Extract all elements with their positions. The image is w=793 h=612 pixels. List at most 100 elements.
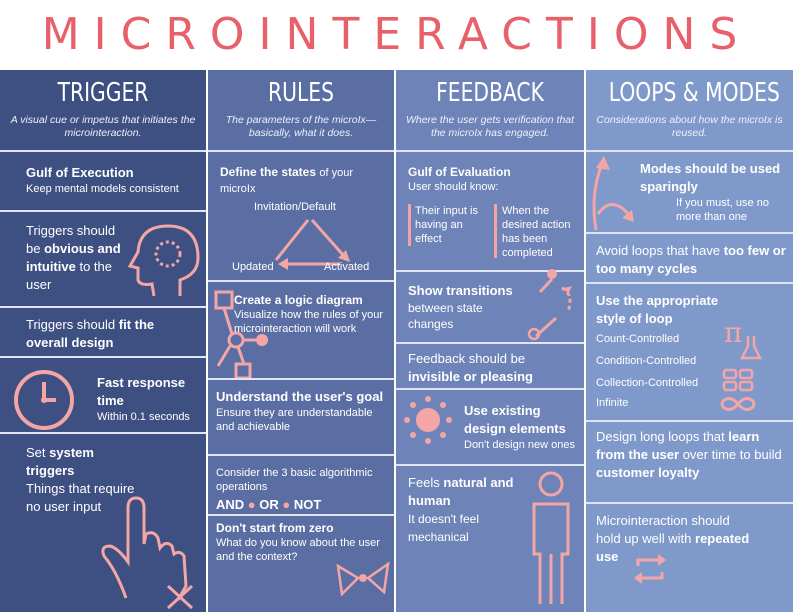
define-states-bold: Define the states xyxy=(220,165,317,179)
rules-subtitle: The parameters of the microIx— basically… xyxy=(225,114,377,139)
divider xyxy=(0,432,206,434)
bar-icon xyxy=(408,204,411,246)
dot-icon: ● xyxy=(282,497,291,512)
existing-title: Use existing design elements xyxy=(464,403,566,436)
gulf-execution-title: Gulf of Execution xyxy=(26,165,134,180)
repeat-icon xyxy=(634,554,666,584)
learn-bold-2: customer loyalty xyxy=(596,465,700,480)
repeated-bold: repeated use xyxy=(596,531,750,564)
trigger-subtitle: A visual cue or impetus that initiates t… xyxy=(10,114,196,139)
triggers-fit: Triggers should fit the overall design xyxy=(26,316,196,352)
obvious-bold: obvious and intuitive xyxy=(26,241,121,274)
style-of-loop: Use the appropriate style of loop xyxy=(596,293,719,326)
gulf-evaluation-title: Gulf of Evaluation xyxy=(408,165,511,179)
divider xyxy=(586,502,793,504)
divider xyxy=(0,306,206,308)
rules-column: RULES The parameters of the microIx— bas… xyxy=(208,70,394,612)
modes-text: If you must, use no more than one xyxy=(676,197,769,223)
repeated-use: Microinteraction should hold up well wit… xyxy=(596,512,756,566)
repeated-text: Microinteraction should hold up well wit… xyxy=(596,513,730,546)
avoid-text: Avoid loops that have xyxy=(596,243,721,258)
invisible-bold: invisible or pleasing xyxy=(408,369,533,384)
divider xyxy=(396,150,584,152)
system-description: Things that require no user input xyxy=(26,481,135,514)
existing-text: Don't design new ones xyxy=(464,439,575,451)
avoid-bold: too few or too many cycles xyxy=(596,243,786,276)
know-effect: Their input is having an effect xyxy=(415,205,478,245)
feedback-heading: FEEDBACK xyxy=(436,78,544,108)
head-icon xyxy=(127,224,200,297)
transitions-title: Show transitions xyxy=(408,283,513,298)
gulf-of-evaluation: Gulf of Evaluation User should know: xyxy=(408,164,578,194)
know-completed: When the desired action has been complet… xyxy=(502,205,571,259)
divider xyxy=(0,356,206,358)
natural-description: It doesn't feel mechanical xyxy=(408,512,480,544)
transitions-text: between state changes xyxy=(408,301,483,331)
bar-icon xyxy=(494,204,497,258)
transition-icon xyxy=(527,269,572,341)
loop-collection: Collection-Controlled xyxy=(596,377,699,389)
fast-response: Fast response time Within 0.1 seconds xyxy=(97,374,205,424)
divider xyxy=(586,150,793,152)
zero-title: Don't start from zero xyxy=(216,521,334,535)
pi-icon: π xyxy=(724,316,742,349)
modes-title: Modes should be used sparingly xyxy=(640,161,781,194)
invisible-text: Feedback should be xyxy=(408,351,526,366)
fast-response-title: Fast response time xyxy=(97,375,186,408)
loops-subtitle: Considerations about how the microIx is … xyxy=(596,114,783,139)
divider xyxy=(208,514,394,516)
loop-count: Count-Controlled xyxy=(596,333,680,345)
show-transitions: Show transitions between state changes xyxy=(408,282,520,332)
understand-goal-text: Ensure they are understandable and achie… xyxy=(216,407,373,433)
learn-from-user: Design long loops that learn from the us… xyxy=(596,428,788,482)
loops-heading: LOOPS & MODES xyxy=(608,78,780,108)
learn-text-2: over time to build xyxy=(682,447,782,462)
natural-human: Feels natural and human It doesn't feel … xyxy=(408,474,526,546)
existing-elements: Use existing design elements Don't desig… xyxy=(464,402,582,452)
logic-diagram-text: Visualize how the rules of your microint… xyxy=(234,309,383,335)
divider xyxy=(586,282,793,284)
feedback-subtitle: Where the user gets verification that th… xyxy=(405,114,575,139)
triggers-obvious: Triggers should be obvious and intuitive… xyxy=(26,222,126,294)
person-icon xyxy=(532,471,570,604)
state-activated: Activated xyxy=(324,261,370,273)
operations-row: AND ● OR ● NOT xyxy=(216,496,392,514)
system-bold: system triggers xyxy=(26,445,94,478)
loops-column: LOOPS & MODES Considerations about how t… xyxy=(586,70,793,612)
logic-diagram-title: Create a logic diagram xyxy=(234,293,363,307)
state-updated: Updated xyxy=(232,261,274,273)
divider xyxy=(208,378,394,380)
avoid-loops: Avoid loops that have too few or too man… xyxy=(596,242,786,278)
natural-bold: natural and human xyxy=(408,475,514,508)
logic-diagram: Create a logic diagram Visualize how the… xyxy=(234,292,392,336)
gulf-evaluation-text: User should know: xyxy=(408,181,499,193)
learn-text: Design long loops that xyxy=(596,429,725,444)
obvious-text: Triggers should be xyxy=(26,223,116,256)
hand-tap-icon xyxy=(101,496,194,610)
divider xyxy=(0,150,206,152)
state-cycle-diagram xyxy=(274,219,350,270)
fast-response-text: Within 0.1 seconds xyxy=(97,411,190,423)
state-invitation: Invitation/Default xyxy=(254,201,336,213)
trigger-heading: TRIGGER xyxy=(57,78,149,108)
obvious-text-2: to the user xyxy=(26,259,112,292)
learn-bold: learn from the user xyxy=(596,429,760,462)
start-from-zero: Don't start from zero What do you know a… xyxy=(216,520,388,564)
divider xyxy=(586,420,793,422)
gulf-execution-text: Keep mental models consistent xyxy=(26,183,179,195)
zero-text: What do you know about the user and the … xyxy=(216,537,380,563)
flask-icon xyxy=(739,336,763,360)
op-not: NOT xyxy=(293,497,322,512)
sun-icon xyxy=(404,396,452,444)
understand-goal-title: Understand the user's goal xyxy=(216,389,384,404)
fit-bold: fit the overall design xyxy=(26,317,155,350)
fit-text: Triggers should xyxy=(26,317,116,332)
divider xyxy=(0,210,206,212)
page-title: MICROINTERACTIONS xyxy=(41,9,752,60)
op-and: AND xyxy=(216,497,245,512)
divider xyxy=(396,270,584,272)
bow-tie-icon xyxy=(336,561,390,597)
branch-arrow-icon xyxy=(592,156,634,231)
trigger-column: TRIGGER A visual cue or impetus that ini… xyxy=(0,70,206,612)
modes-sparingly: Modes should be used sparingly If you mu… xyxy=(640,160,790,224)
